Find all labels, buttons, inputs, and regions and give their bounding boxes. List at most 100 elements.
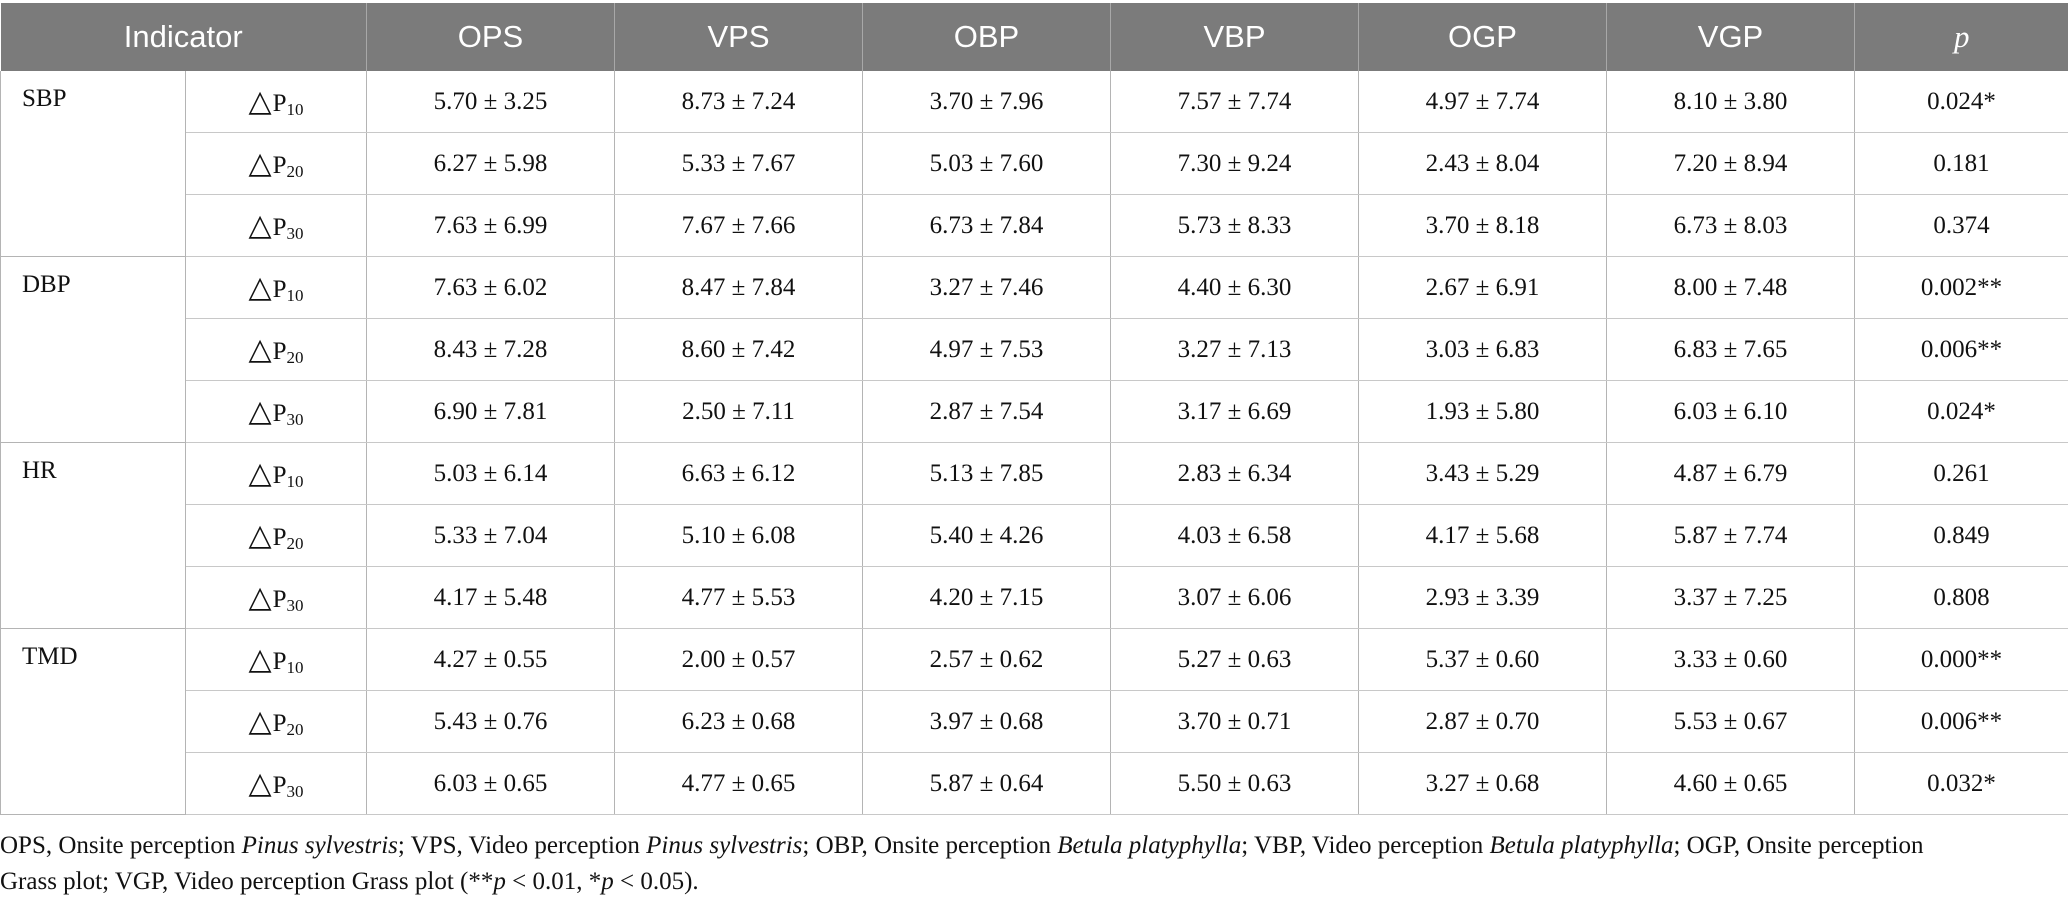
mean-sd-cell: 4.40 ± 6.30 bbox=[1110, 256, 1359, 319]
mean-sd-cell: 5.53 ± 0.67 bbox=[1606, 690, 1855, 753]
mean-sd-cell: 6.73 ± 8.03 bbox=[1606, 194, 1855, 257]
header-row: Indicator OPS VPS OBP VBP OGP VGP p bbox=[0, 3, 2068, 71]
footnote-italic-text: Pinus sylvestris bbox=[646, 832, 803, 859]
mean-sd-cell: 3.27 ± 7.46 bbox=[862, 256, 1111, 319]
obp-header: OBP bbox=[862, 3, 1111, 71]
mean-sd-cell: 7.30 ± 9.24 bbox=[1110, 132, 1359, 195]
time-interval-label: △P10 bbox=[185, 628, 367, 691]
mean-sd-cell: 2.50 ± 7.11 bbox=[614, 380, 863, 443]
p-value-cell: 0.032* bbox=[1854, 752, 2068, 815]
mean-sd-cell: 2.00 ± 0.57 bbox=[614, 628, 863, 691]
time-interval-label: △P10 bbox=[185, 71, 367, 133]
interval-letter: P bbox=[272, 709, 287, 737]
p-value-cell: 0.181 bbox=[1854, 132, 2068, 195]
table-footnote: OPS, Onsite perception Pinus sylvestris;… bbox=[0, 828, 2060, 900]
interval-letter: P bbox=[272, 151, 287, 179]
mean-sd-cell: 2.67 ± 6.91 bbox=[1358, 256, 1607, 319]
time-interval-label: △P30 bbox=[185, 194, 367, 257]
footnote-italic-text: p bbox=[601, 868, 614, 895]
interval-subscript: 10 bbox=[286, 99, 304, 119]
time-interval-label: △P10 bbox=[185, 256, 367, 319]
table-row: △P20 8.43 ± 7.28 8.60 ± 7.42 4.97 ± 7.53 3.2… bbox=[1, 318, 2068, 381]
time-interval-label: △P20 bbox=[185, 504, 367, 567]
table-body: SBP △P10 5.70 ± 3.25 8.73 ± 7.24 3.70 ± 7.96… bbox=[0, 71, 2068, 815]
mean-sd-cell: 7.57 ± 7.74 bbox=[1110, 71, 1359, 133]
time-interval-label: △P30 bbox=[185, 566, 367, 629]
table-row: △P20 5.43 ± 0.76 6.23 ± 0.68 3.97 ± 0.68 3.7… bbox=[1, 690, 2068, 753]
interval-subscript: 10 bbox=[286, 471, 304, 491]
time-interval-label: △P20 bbox=[185, 132, 367, 195]
time-interval-label: △P20 bbox=[185, 690, 367, 753]
mean-sd-cell: 2.57 ± 0.62 bbox=[862, 628, 1111, 691]
table-row: HR △P10 5.03 ± 6.14 6.63 ± 6.12 5.13 ± 7.85 2… bbox=[0, 442, 2068, 629]
vgp-header: VGP bbox=[1606, 3, 1855, 71]
mean-sd-cell: 3.70 ± 0.71 bbox=[1110, 690, 1359, 753]
interval-subscript: 30 bbox=[286, 595, 304, 615]
footnote-text: OPS, Onsite perception bbox=[0, 832, 242, 859]
mean-sd-cell: 4.03 ± 6.58 bbox=[1110, 504, 1359, 567]
delta-triangle-icon: △ bbox=[248, 456, 272, 490]
footnote-italic-text: Betula platyphylla bbox=[1489, 832, 1674, 859]
footnote-text: ; OBP, Onsite perception bbox=[802, 832, 1058, 859]
mean-sd-cell: 4.87 ± 6.79 bbox=[1606, 442, 1855, 505]
mean-sd-cell: 5.33 ± 7.04 bbox=[366, 504, 615, 567]
delta-triangle-icon: △ bbox=[248, 704, 272, 738]
mean-sd-cell: 7.67 ± 7.66 bbox=[614, 194, 863, 257]
mean-sd-cell: 3.27 ± 7.13 bbox=[1110, 318, 1359, 381]
delta-triangle-icon: △ bbox=[248, 766, 272, 800]
interval-subscript: 30 bbox=[286, 409, 304, 429]
indicator-header: Indicator bbox=[0, 3, 367, 71]
table-row: △P30 6.03 ± 0.65 4.77 ± 0.65 5.87 ± 0.64 5.5… bbox=[1, 752, 2068, 815]
mean-sd-cell: 2.83 ± 6.34 bbox=[1110, 442, 1359, 505]
mean-sd-cell: 4.60 ± 0.65 bbox=[1606, 752, 1855, 815]
mean-sd-cell: 3.70 ± 8.18 bbox=[1358, 194, 1607, 257]
mean-sd-cell: 5.73 ± 8.33 bbox=[1110, 194, 1359, 257]
p-value-cell: 0.002** bbox=[1854, 256, 2068, 319]
mean-sd-cell: 4.17 ± 5.68 bbox=[1358, 504, 1607, 567]
mean-sd-cell: 5.70 ± 3.25 bbox=[366, 71, 615, 133]
mean-sd-cell: 8.60 ± 7.42 bbox=[614, 318, 863, 381]
p-value-cell: 0.024* bbox=[1854, 71, 2068, 133]
mean-sd-cell: 5.87 ± 7.74 bbox=[1606, 504, 1855, 567]
mean-sd-cell: 5.37 ± 0.60 bbox=[1358, 628, 1607, 691]
p-value-cell: 0.808 bbox=[1854, 566, 2068, 629]
interval-subscript: 20 bbox=[286, 719, 304, 739]
mean-sd-cell: 2.43 ± 8.04 bbox=[1358, 132, 1607, 195]
interval-letter: P bbox=[272, 647, 287, 675]
interval-letter: P bbox=[272, 89, 287, 117]
delta-triangle-icon: △ bbox=[248, 208, 272, 242]
p-value-cell: 0.374 bbox=[1854, 194, 2068, 257]
ops-header: OPS bbox=[366, 3, 615, 71]
p-value-cell: 0.849 bbox=[1854, 504, 2068, 567]
mean-sd-cell: 6.63 ± 6.12 bbox=[614, 442, 863, 505]
mean-sd-cell: 4.27 ± 0.55 bbox=[366, 628, 615, 691]
interval-subscript: 30 bbox=[286, 223, 304, 243]
mean-sd-cell: 3.43 ± 5.29 bbox=[1358, 442, 1607, 505]
footnote-text: ; VPS, Video perception bbox=[397, 832, 647, 859]
mean-sd-cell: 7.20 ± 8.94 bbox=[1606, 132, 1855, 195]
footnote-text: ; VBP, Video perception bbox=[1241, 832, 1490, 859]
footnote-line-1: OPS, Onsite perception Pinus sylvestris;… bbox=[0, 828, 2060, 864]
table-row: SBP △P10 5.70 ± 3.25 8.73 ± 7.24 3.70 ± 7.96… bbox=[0, 71, 2068, 257]
interval-letter: P bbox=[272, 585, 287, 613]
interval-subscript: 20 bbox=[286, 533, 304, 553]
mean-sd-cell: 8.73 ± 7.24 bbox=[614, 71, 863, 133]
p-value-header: p bbox=[1854, 3, 2068, 71]
indicator-group-label: TMD bbox=[0, 628, 186, 815]
footnote-italic-text: p bbox=[493, 868, 506, 895]
interval-letter: P bbox=[272, 213, 287, 241]
footnote-italic-text: Pinus sylvestris bbox=[241, 832, 398, 859]
mean-sd-cell: 1.93 ± 5.80 bbox=[1358, 380, 1607, 443]
delta-triangle-icon: △ bbox=[248, 84, 272, 118]
delta-triangle-icon: △ bbox=[248, 270, 272, 304]
mean-sd-cell: 4.77 ± 0.65 bbox=[614, 752, 863, 815]
interval-letter: P bbox=[272, 771, 287, 799]
time-interval-label: △P30 bbox=[185, 752, 367, 815]
mean-sd-cell: 2.87 ± 0.70 bbox=[1358, 690, 1607, 753]
mean-sd-cell: 5.10 ± 6.08 bbox=[614, 504, 863, 567]
table-row: DBP △P10 7.63 ± 6.02 8.47 ± 7.84 3.27 ± 7.46… bbox=[0, 256, 2068, 443]
mean-sd-cell: 3.07 ± 6.06 bbox=[1110, 566, 1359, 629]
mean-sd-cell: 4.17 ± 5.48 bbox=[366, 566, 615, 629]
table-row: TMD △P10 4.27 ± 0.55 2.00 ± 0.57 2.57 ± 0.62… bbox=[0, 628, 2068, 815]
mean-sd-cell: 5.50 ± 0.63 bbox=[1110, 752, 1359, 815]
